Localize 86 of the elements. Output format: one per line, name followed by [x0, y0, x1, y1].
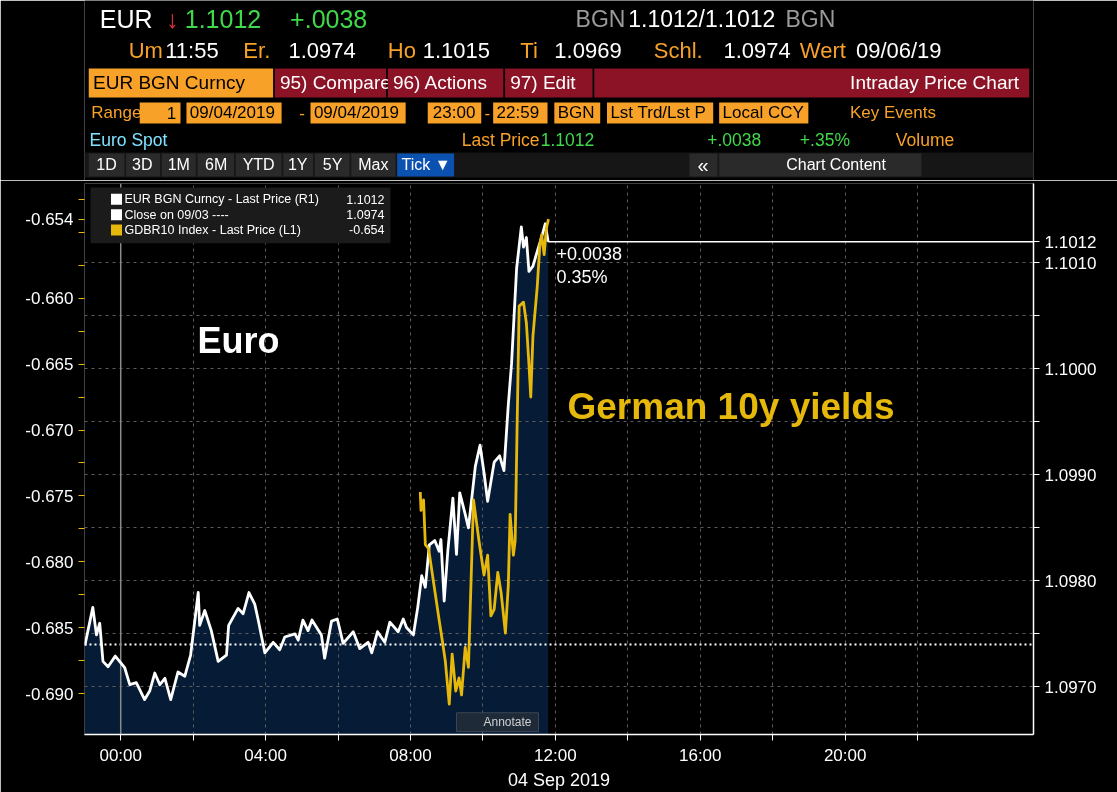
- text: Er.: [243, 38, 271, 63]
- y-tick-label: -0.660: [25, 289, 74, 309]
- text: Um: [128, 38, 163, 63]
- x-axis-title: 04 Sep 2019: [507, 769, 611, 790]
- y-tick-label: -0.670: [25, 421, 74, 440]
- text: Ho: [387, 38, 416, 63]
- text: 09/06/19: [855, 38, 942, 63]
- text: Volume: [895, 129, 955, 150]
- y-tick-label: -0.675: [25, 486, 74, 506]
- text: 1.0974: [723, 38, 791, 63]
- text: Local CCY: [722, 103, 804, 122]
- annotation: -0.654: [349, 223, 385, 238]
- y-tick-label: -0.680: [25, 552, 74, 572]
- text: 97) Edit: [510, 72, 577, 93]
- text: Intraday Price Chart: [850, 72, 1020, 93]
- text: Tick ▼: [401, 156, 451, 173]
- text: 95) Compare: [279, 72, 391, 93]
- x-tick-label: 12:00: [534, 745, 577, 765]
- text: YTD: [242, 156, 275, 173]
- text: 22:59: [496, 103, 540, 122]
- text: 1.0974: [288, 38, 356, 63]
- text: EUR: [99, 4, 153, 33]
- x-tick-label: 20:00: [823, 745, 867, 765]
- text: 1M: [167, 156, 190, 173]
- text: 09/04/2019: [189, 103, 275, 122]
- annotation: 1.1012: [346, 192, 385, 207]
- y-tick-label: -0.665: [25, 355, 74, 375]
- text: «: [697, 153, 709, 176]
- y2-tick-label: 1.1000: [1044, 359, 1097, 379]
- text: Range: [91, 103, 142, 122]
- text: 96) Actions: [392, 72, 487, 93]
- text: Max: [358, 156, 389, 173]
- line-series: [418, 217, 550, 706]
- annotation: +0.0038: [556, 244, 623, 265]
- y-tick-label: -0.685: [25, 618, 74, 638]
- y2-tick-label: 1.1010: [1044, 253, 1097, 273]
- text: Ti: [520, 38, 538, 63]
- y2-tick-label: 1.0970: [1044, 677, 1097, 697]
- text: 1.1012/1.1012: [628, 5, 776, 32]
- text: 1.1015: [422, 38, 490, 63]
- text: Key Events: [849, 103, 936, 122]
- x-tick-label: 04:00: [244, 745, 287, 765]
- annotation: Annotate: [483, 714, 532, 729]
- annotation: German 10y yields: [567, 385, 895, 427]
- text: 5Y: [322, 156, 343, 173]
- text: 1.0969: [554, 38, 622, 63]
- y-tick-label: -0.654: [25, 210, 74, 230]
- x-tick-label: 08:00: [389, 745, 432, 765]
- annotation: 1.0974: [346, 208, 385, 223]
- y2-tick-label: 1.1012: [1044, 232, 1097, 252]
- legend-label: GDBR10 Index - Last Price (L1): [124, 222, 301, 237]
- annotation: Euro: [197, 320, 280, 362]
- text: 11:55: [165, 38, 219, 63]
- text: 23:00: [432, 103, 476, 122]
- text: +.0038: [707, 130, 762, 150]
- text: Last Price: [461, 129, 540, 150]
- text: 09/04/2019: [313, 103, 399, 122]
- text: 1D: [96, 156, 117, 173]
- x-tick-label: 00:00: [99, 745, 142, 765]
- text: Schl.: [653, 38, 703, 63]
- text: 1.1012: [540, 130, 595, 150]
- text: EUR BGN Curncy: [93, 72, 246, 93]
- x-tick-label: 16:00: [678, 745, 722, 765]
- legend-label: Close on 09/03 ----: [124, 207, 229, 222]
- text: -: [484, 103, 491, 123]
- text: 1.1012: [184, 4, 262, 33]
- text: 1: [166, 103, 177, 123]
- text: Lst Trd/Lst P: [610, 103, 706, 122]
- text: Chart Content: [786, 156, 887, 173]
- text: ↓: [166, 4, 179, 33]
- text: Euro Spot: [89, 129, 168, 150]
- text: 3D: [132, 156, 153, 173]
- text: +.0038: [290, 4, 368, 33]
- text: +.35%: [799, 129, 850, 150]
- y2-tick-label: 1.0990: [1044, 465, 1097, 485]
- text: 1Y: [287, 156, 308, 173]
- text: 6M: [205, 156, 228, 173]
- text: BGN: [785, 5, 836, 32]
- text: BGN: [557, 103, 595, 122]
- text: BGN: [575, 5, 626, 32]
- y2-tick-label: 1.0980: [1044, 571, 1097, 591]
- text: -: [299, 103, 305, 123]
- annotation: 0.35%: [556, 267, 608, 288]
- y-tick-label: -0.690: [25, 684, 74, 704]
- text: Wert: [799, 38, 846, 63]
- legend-label: EUR BGN Curncy - Last Price (R1): [124, 192, 319, 207]
